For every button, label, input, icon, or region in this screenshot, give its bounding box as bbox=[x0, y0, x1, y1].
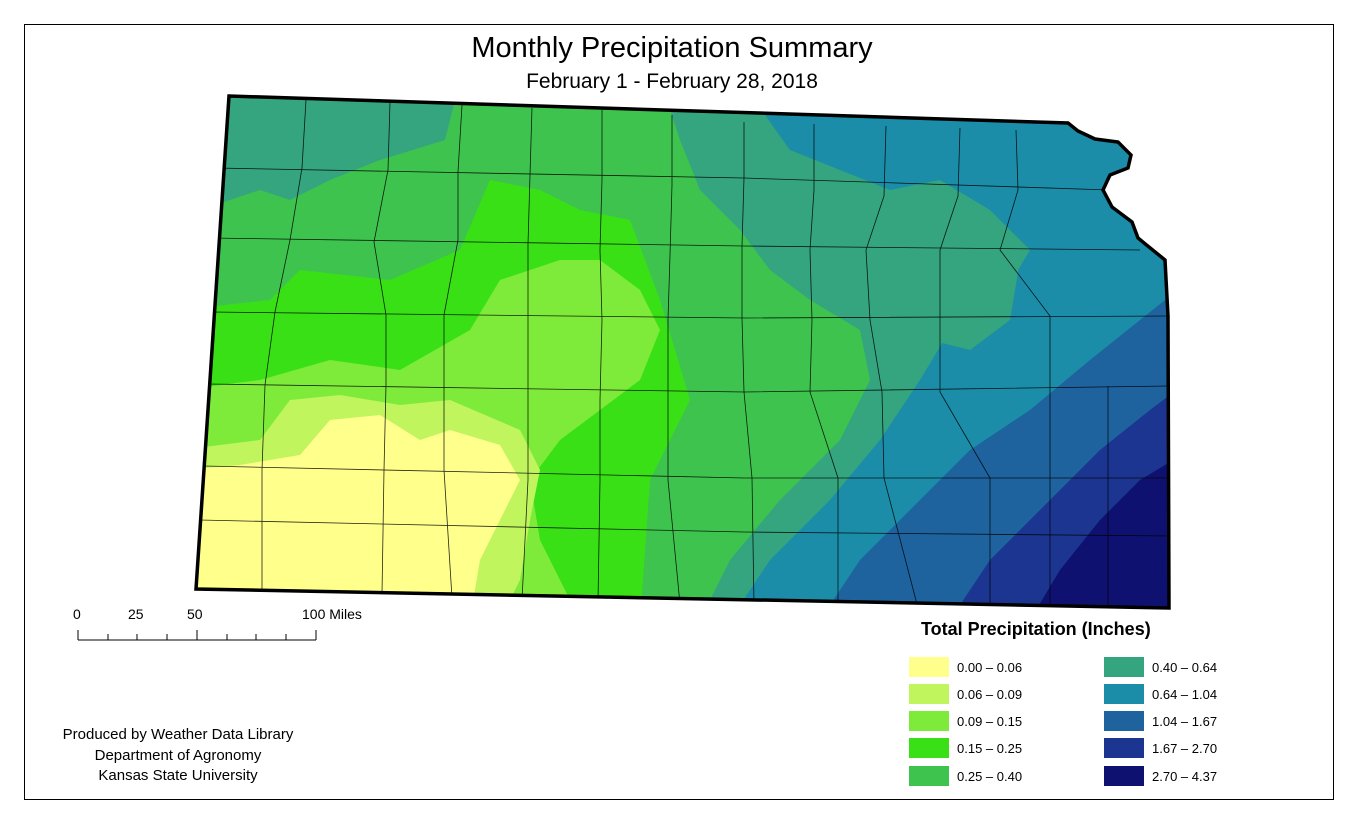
legend-label: 0.00 – 0.06 bbox=[957, 660, 1023, 675]
legend-swatch bbox=[1104, 657, 1144, 677]
map-title: Monthly Precipitation Summary bbox=[471, 32, 873, 64]
map-subtitle: February 1 - February 28, 2018 bbox=[526, 70, 818, 93]
map-frame bbox=[24, 24, 1334, 800]
legend-label: 0.15 – 0.25 bbox=[957, 741, 1023, 756]
zone-000-006 bbox=[196, 415, 520, 608]
legend-swatch bbox=[909, 738, 949, 758]
credits: Produced by Weather Data Library Departm… bbox=[28, 725, 328, 787]
legend-swatch bbox=[1104, 766, 1144, 786]
legend-swatch bbox=[1104, 738, 1144, 758]
legend-label: 1.67 – 2.70 bbox=[1152, 741, 1218, 756]
legend-swatch bbox=[909, 766, 949, 786]
legend-swatch bbox=[909, 711, 949, 731]
county-boundaries bbox=[199, 99, 1169, 608]
zone-270-437 bbox=[1030, 450, 1169, 608]
scale-bar bbox=[77, 630, 317, 641]
legend-label: 0.09 – 0.15 bbox=[957, 714, 1023, 729]
legend-swatch bbox=[909, 657, 949, 677]
precip-zones bbox=[196, 96, 1169, 608]
credit-line: Kansas State University bbox=[98, 767, 258, 784]
legend-swatch bbox=[1104, 684, 1144, 704]
zone-040-064-central-island bbox=[850, 195, 1020, 350]
scale-tick-0: 0 bbox=[73, 606, 81, 622]
legend-label: 0.25 – 0.40 bbox=[957, 769, 1023, 784]
legend-label: 0.40 – 0.64 bbox=[1152, 660, 1218, 675]
scale-tick-25: 25 bbox=[128, 606, 144, 622]
legend-swatch bbox=[1104, 711, 1144, 731]
legend-label: 0.64 – 1.04 bbox=[1152, 687, 1218, 702]
legend-swatch bbox=[909, 684, 949, 704]
scale-tick-50: 50 bbox=[187, 606, 203, 622]
legend-label: 2.70 – 4.37 bbox=[1152, 769, 1218, 784]
legend-title: Total Precipitation (Inches) bbox=[921, 619, 1151, 639]
legend-label: 1.04 – 1.67 bbox=[1152, 714, 1218, 729]
zone-040-064-northwest bbox=[196, 96, 460, 210]
legend-label: 0.06 – 0.09 bbox=[957, 687, 1023, 702]
credit-line: Produced by Weather Data Library bbox=[62, 726, 294, 743]
credit-line: Department of Agronomy bbox=[94, 746, 262, 764]
scale-tick-100-miles: 100 Miles bbox=[302, 606, 362, 622]
